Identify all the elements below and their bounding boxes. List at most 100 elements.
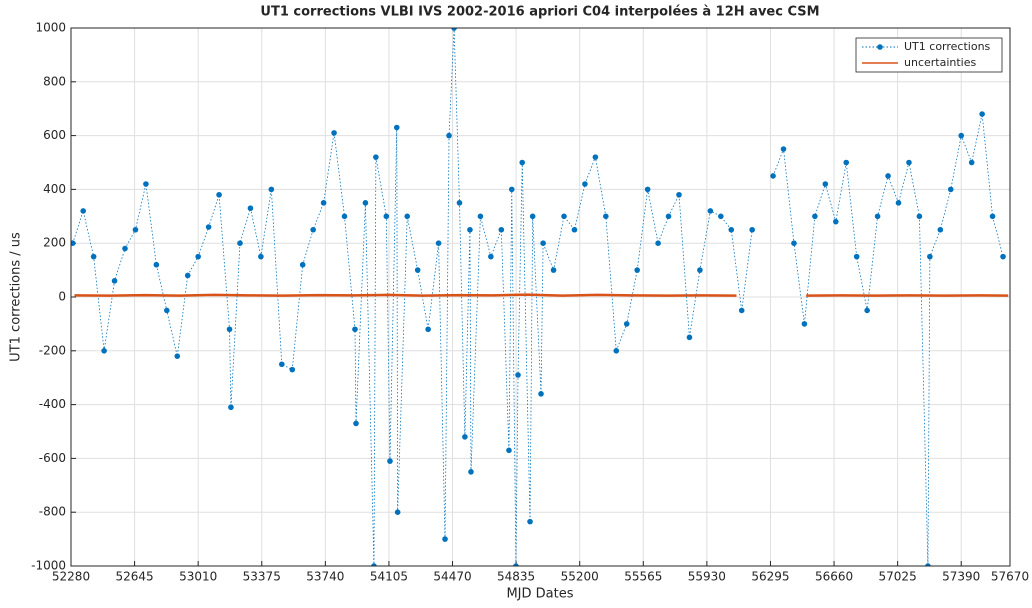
- point: [666, 214, 672, 220]
- point: [488, 254, 494, 260]
- point: [185, 273, 191, 279]
- point: [708, 208, 714, 214]
- point: [927, 254, 933, 260]
- point: [697, 267, 703, 273]
- point: [812, 214, 818, 220]
- point: [791, 240, 797, 246]
- x-tick-label: 53375: [243, 570, 281, 584]
- point: [527, 519, 533, 525]
- point: [436, 240, 442, 246]
- point: [467, 227, 473, 233]
- x-axis-label: MJD Dates: [506, 587, 573, 602]
- point: [258, 254, 264, 260]
- point: [143, 181, 149, 187]
- x-tick-label: 54470: [433, 570, 471, 584]
- point: [645, 187, 651, 193]
- point: [561, 214, 567, 220]
- point: [425, 326, 431, 332]
- point: [289, 367, 295, 373]
- point: [917, 214, 923, 220]
- point: [331, 130, 337, 136]
- point: [228, 404, 234, 410]
- y-tick-label: -800: [39, 505, 66, 519]
- point: [395, 509, 401, 515]
- chart-title: UT1 corrections VLBI IVS 2002-2016 aprio…: [260, 5, 819, 20]
- point: [300, 262, 306, 268]
- point: [342, 214, 348, 220]
- x-tick-label: 56660: [815, 570, 853, 584]
- point: [478, 214, 484, 220]
- y-tick-label: 400: [43, 182, 66, 196]
- x-tick-label: 53740: [306, 570, 344, 584]
- legend-label: uncertainties: [904, 56, 976, 69]
- point: [216, 192, 222, 198]
- legend-label: UT1 corrections: [904, 40, 991, 53]
- series-line: [773, 114, 1003, 566]
- point: [582, 181, 588, 187]
- point: [174, 353, 180, 359]
- point: [279, 361, 285, 367]
- point: [802, 321, 808, 327]
- point: [321, 200, 327, 206]
- point: [843, 160, 849, 166]
- point: [468, 469, 474, 475]
- point: [958, 133, 964, 139]
- point: [530, 214, 536, 220]
- x-tick-label: 57670: [991, 570, 1029, 584]
- x-tick-label: 52645: [115, 570, 153, 584]
- point: [384, 214, 390, 220]
- series-line: [74, 295, 736, 296]
- point: [979, 111, 985, 117]
- point: [551, 267, 557, 273]
- point: [509, 187, 515, 193]
- point: [404, 214, 410, 220]
- point: [499, 227, 505, 233]
- point: [990, 214, 996, 220]
- point: [227, 326, 233, 332]
- point: [154, 262, 160, 268]
- x-tick-label: 55930: [688, 570, 726, 584]
- point: [676, 192, 682, 198]
- point: [948, 187, 954, 193]
- point: [195, 254, 201, 260]
- point: [540, 240, 546, 246]
- point: [353, 421, 359, 427]
- point: [352, 326, 358, 332]
- y-tick-label: 800: [43, 74, 66, 88]
- point: [634, 267, 640, 273]
- y-tick-label: -400: [39, 397, 66, 411]
- y-tick-label: -600: [39, 451, 66, 465]
- point: [446, 133, 452, 139]
- y-tick-label: 1000: [35, 21, 66, 35]
- point: [687, 335, 693, 341]
- point: [462, 434, 468, 440]
- point: [739, 308, 745, 314]
- point: [133, 227, 139, 233]
- y-axis-label: UT1 corrections / us: [9, 232, 24, 362]
- point: [938, 227, 944, 233]
- point: [864, 308, 870, 314]
- x-tick-label: 57025: [879, 570, 917, 584]
- point: [269, 187, 275, 193]
- point: [885, 173, 891, 179]
- point: [394, 125, 400, 131]
- point: [457, 200, 463, 206]
- x-tick-label: 53010: [179, 570, 217, 584]
- point: [1000, 254, 1006, 260]
- point: [112, 278, 118, 284]
- point: [906, 160, 912, 166]
- point: [624, 321, 630, 327]
- point: [519, 160, 525, 166]
- point: [603, 214, 609, 220]
- point: [969, 160, 975, 166]
- point: [442, 536, 448, 542]
- point: [506, 448, 512, 454]
- point: [781, 146, 787, 152]
- point: [833, 219, 839, 225]
- point: [122, 246, 128, 252]
- y-tick-label: 0: [58, 290, 66, 304]
- point: [80, 208, 86, 214]
- point: [164, 308, 170, 314]
- point: [613, 348, 619, 354]
